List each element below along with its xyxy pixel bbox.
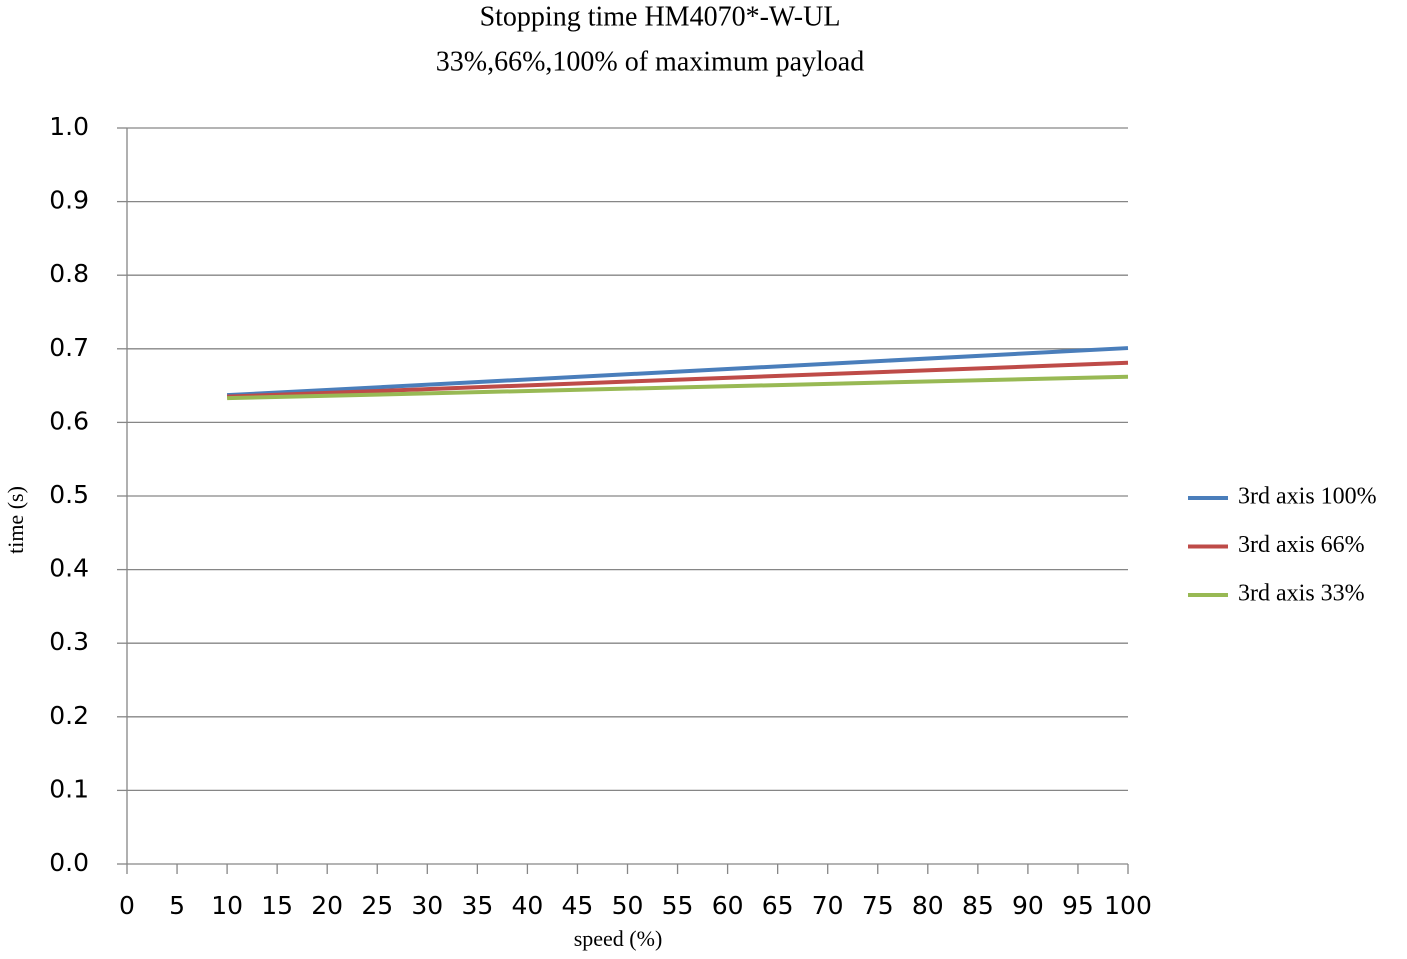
x-tick-label: 95 bbox=[1062, 891, 1094, 920]
legend-label: 3rd axis 100% bbox=[1238, 484, 1377, 510]
x-axis-label: speed (%) bbox=[574, 926, 663, 951]
chart-title: Stopping time HM4070*-W-UL bbox=[480, 1, 841, 32]
y-tick-label: 0.6 bbox=[49, 406, 89, 435]
x-tick-label: 15 bbox=[261, 891, 293, 920]
x-tick-label: 55 bbox=[662, 891, 694, 920]
x-tick-label: 80 bbox=[912, 891, 944, 920]
y-tick-label: 0.1 bbox=[49, 774, 89, 803]
x-tick-label: 10 bbox=[211, 891, 243, 920]
x-tick-label: 20 bbox=[311, 891, 343, 920]
x-tick-label: 60 bbox=[712, 891, 744, 920]
x-tick-label: 40 bbox=[511, 891, 543, 920]
y-tick-label: 0.0 bbox=[49, 848, 89, 877]
y-tick-label: 0.7 bbox=[49, 333, 89, 362]
x-tick-label: 70 bbox=[812, 891, 844, 920]
x-tick-label: 65 bbox=[762, 891, 794, 920]
series-line bbox=[227, 374, 1129, 401]
x-tick-label: 35 bbox=[461, 891, 493, 920]
x-tick-label: 75 bbox=[862, 891, 894, 920]
y-tick-label: 0.2 bbox=[49, 701, 89, 730]
series-line bbox=[226, 346, 1129, 398]
legend-label: 3rd axis 66% bbox=[1238, 532, 1365, 558]
x-tick-label: 45 bbox=[562, 891, 594, 920]
y-tick-label: 1.0 bbox=[49, 112, 89, 141]
y-tick-label: 0.3 bbox=[49, 627, 89, 656]
y-tick-label: 0.9 bbox=[49, 186, 89, 215]
x-tick-label: 100 bbox=[1104, 891, 1152, 920]
x-tick-label: 50 bbox=[612, 891, 644, 920]
y-tick-label: 0.5 bbox=[49, 480, 89, 509]
y-tick-label: 0.4 bbox=[49, 554, 89, 583]
x-tick-label: 25 bbox=[361, 891, 393, 920]
x-tick-label: 5 bbox=[169, 891, 185, 920]
x-tick-label: 30 bbox=[411, 891, 443, 920]
y-tick-label: 0.8 bbox=[49, 259, 89, 288]
legend-label: 3rd axis 33% bbox=[1238, 581, 1365, 607]
x-tick-label: 0 bbox=[119, 891, 135, 920]
x-tick-label: 85 bbox=[962, 891, 994, 920]
series-line bbox=[227, 360, 1129, 399]
y-axis-label: time (s) bbox=[3, 486, 28, 554]
chart-subtitle: 33%,66%,100% of maximum payload bbox=[436, 46, 864, 77]
x-tick-label: 90 bbox=[1012, 891, 1044, 920]
